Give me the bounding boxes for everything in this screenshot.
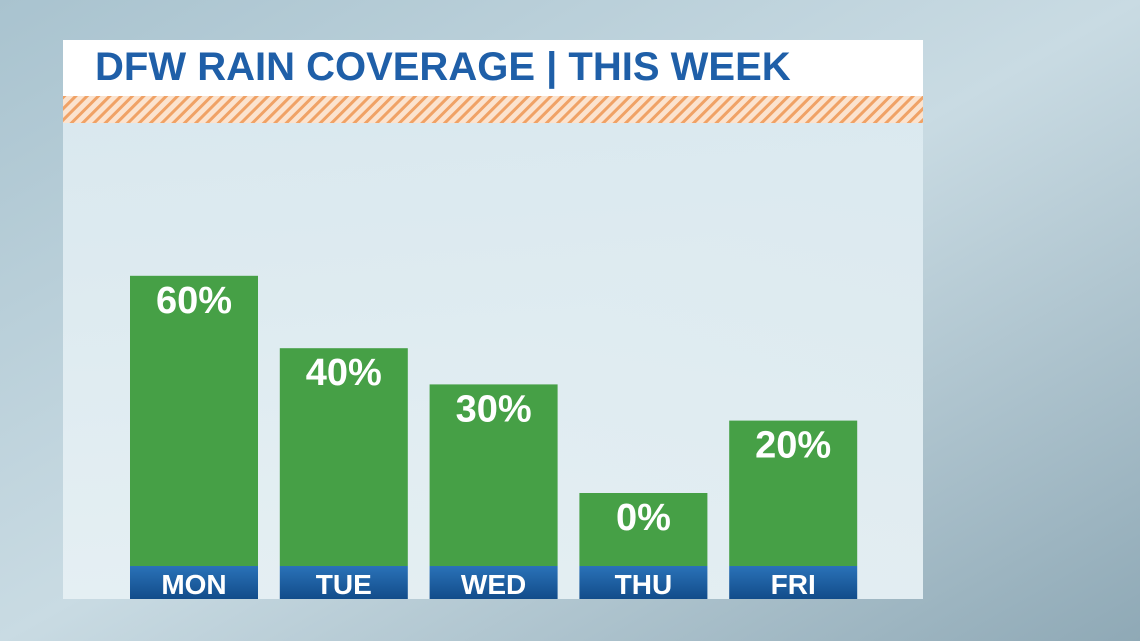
title-box	[63, 40, 923, 96]
value-label: 30%	[456, 388, 532, 430]
category-box	[729, 566, 858, 599]
x-tick-label: TUE	[316, 569, 372, 600]
bar	[130, 275, 258, 566]
bar	[279, 348, 408, 566]
value-label: 0%	[616, 497, 671, 539]
value-label: 60%	[156, 280, 232, 322]
x-tick-label: FRI	[771, 569, 816, 600]
category-box	[579, 566, 708, 599]
bars: 60% MON 40% TUE 30% WED 0% THU 20% FRI	[130, 275, 858, 600]
bar	[579, 493, 708, 566]
category-box	[130, 566, 258, 599]
value-label: 20%	[755, 425, 831, 467]
x-tick-label: THU	[615, 569, 673, 600]
category-box	[429, 566, 558, 599]
value-label: 40%	[306, 352, 382, 394]
chart-title: DFW RAIN COVERAGE | THIS WEEK	[95, 45, 791, 89]
bar	[429, 384, 558, 566]
x-tick-label: MON	[161, 569, 226, 600]
hatch-strip	[63, 96, 923, 123]
x-tick-label: WED	[461, 569, 526, 600]
bar	[729, 420, 858, 566]
category-box	[279, 566, 408, 599]
